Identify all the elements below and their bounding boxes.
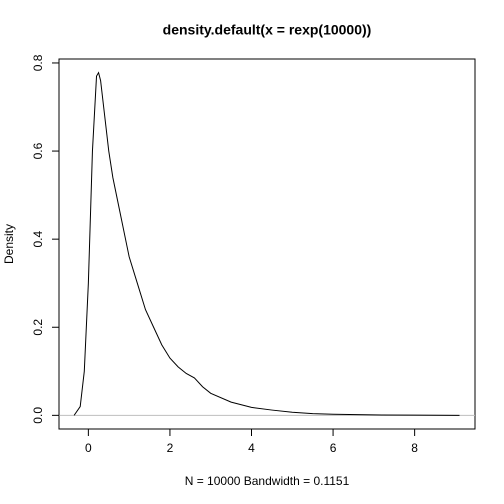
- y-tick-label: 0.4: [31, 230, 45, 247]
- density-line: [73, 71, 460, 416]
- y-tick-label: 0.0: [31, 407, 45, 424]
- plot-box: [58, 58, 476, 430]
- x-tick-label: 4: [248, 441, 255, 455]
- y-tick-label: 0.2: [31, 319, 45, 336]
- x-tick-label: 6: [330, 441, 337, 455]
- y-tick-label: 0.8: [31, 54, 45, 71]
- x-tick-label: 8: [411, 441, 418, 455]
- x-axis-label: N = 10000 Bandwidth = 0.1151: [185, 474, 350, 488]
- chart-title: density.default(x = rexp(10000)): [163, 22, 372, 38]
- y-tick-label: 0.6: [31, 142, 45, 159]
- x-tick-label: 2: [167, 441, 174, 455]
- y-axis-label: Density: [2, 224, 16, 264]
- x-tick-label: 0: [85, 441, 92, 455]
